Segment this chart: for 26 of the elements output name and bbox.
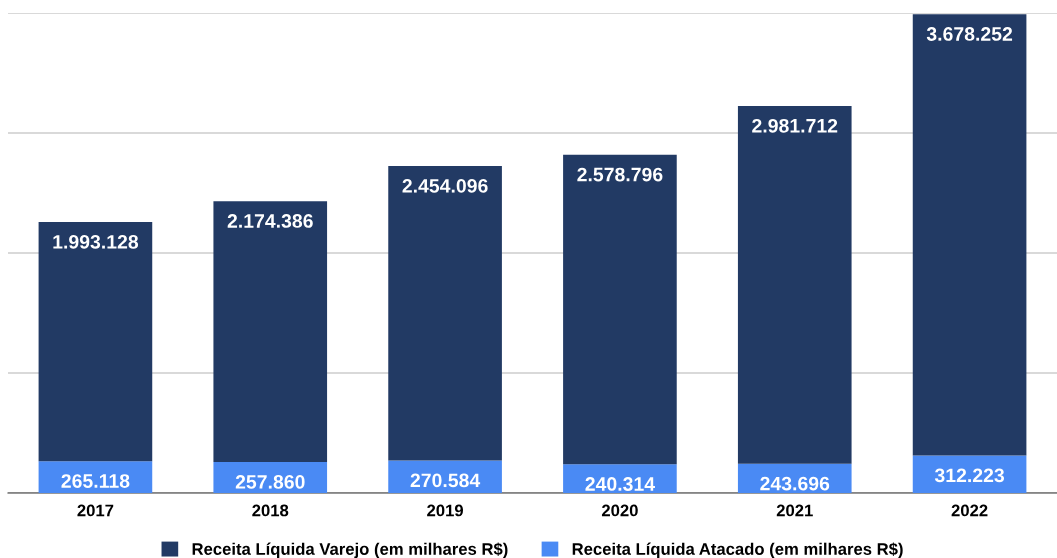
data-label: 2.174.386 [227,214,313,228]
data-label: 240.314 [585,477,655,491]
bar [912,14,1027,456]
data-label: 2.578.796 [577,167,663,182]
x-tick-label: 2020 [601,504,638,517]
data-label: 2.981.712 [752,118,838,133]
data-label: 312.223 [934,468,1005,483]
x-tick-label: 2021 [776,504,813,517]
data-label: 1.993.128 [53,234,139,249]
x-tick-label: 2019 [427,504,464,517]
bar [563,154,677,465]
x-tick-label: 2018 [252,504,289,517]
legend-label: Receita Líquida Varejo (em milhares R$) [192,542,508,558]
data-label: 3.678.252 [926,27,1013,41]
bar [213,201,328,463]
x-tick-label: 2022 [951,504,988,517]
data-label: 270.584 [410,473,481,488]
bar [737,105,852,464]
legend-label: Receita Líquida Atacado (em milhares R$) [572,542,903,558]
data-label: 257.860 [235,475,305,489]
data-label: 2.454.096 [402,178,488,193]
bar [388,166,502,461]
data-label: 265.118 [61,474,130,488]
data-label: 243.696 [760,476,830,491]
x-tick-label: 2017 [77,504,114,517]
bar [38,222,153,462]
